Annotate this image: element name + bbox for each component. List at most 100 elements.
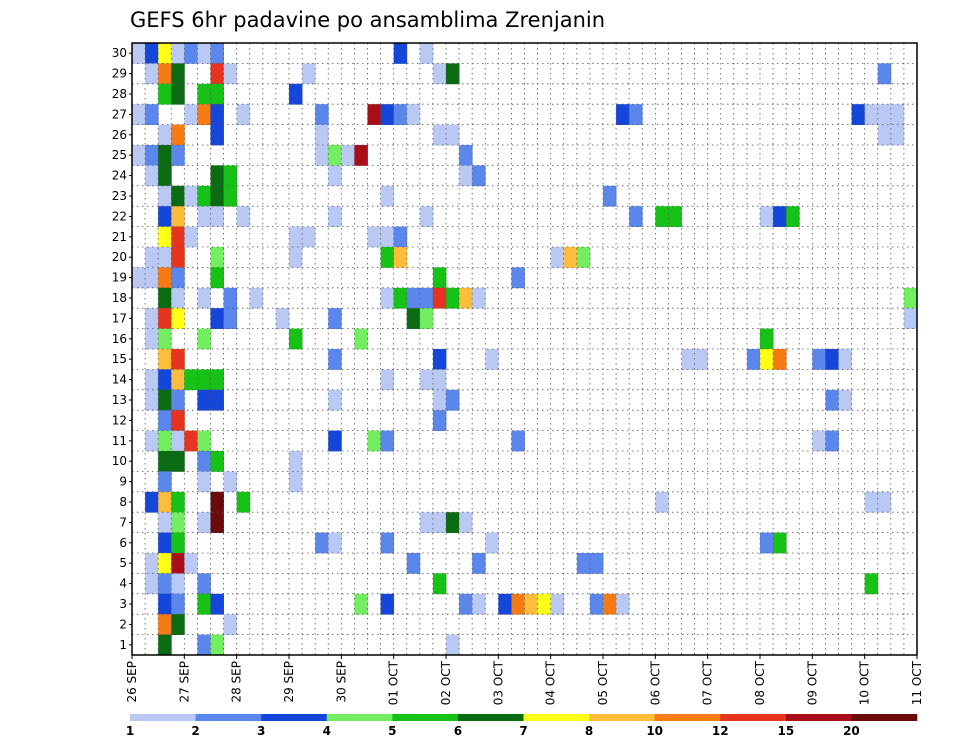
heatmap-cell [223, 471, 238, 493]
y-tick-label: 15 [112, 352, 127, 366]
heatmap-cell [302, 63, 316, 85]
heatmap-cell [171, 430, 185, 452]
heatmap-cell [158, 491, 172, 513]
heatmap-cell [877, 63, 892, 85]
x-axis: 26 SEP 27 SEP 28 SEP 29 SEP 30 SEP 01 OCT 02 O… [125, 655, 924, 705]
heatmap-cell [760, 349, 774, 370]
heatmap-cell [446, 389, 460, 411]
colorbar-label: 1 [126, 724, 134, 738]
heatmap-cell [773, 532, 787, 554]
heatmap-cell [158, 430, 172, 452]
heatmap-cell [576, 247, 591, 268]
heatmap-cell [171, 553, 185, 574]
heatmap-cell [171, 287, 185, 309]
y-tick-label: 20 [112, 250, 127, 264]
colorbar-label: 7 [519, 724, 527, 738]
heatmap-cell [511, 593, 525, 615]
heatmap-cell [315, 104, 329, 125]
heatmap-cell [406, 553, 421, 574]
x-tick-label: 02 OCT [439, 660, 453, 705]
heatmap-cell [328, 165, 342, 187]
heatmap-cell [184, 104, 198, 125]
heatmap-cell [158, 124, 172, 146]
colorbar-swatch [654, 714, 721, 721]
heatmap-cell [432, 287, 447, 309]
heatmap-cell [393, 287, 408, 309]
y-tick-label: 21 [112, 230, 127, 244]
x-tick-label: 11 OCT [910, 660, 924, 705]
y-tick-label: 17 [112, 311, 127, 325]
y-tick-label: 22 [112, 209, 127, 223]
heatmap-cell [576, 553, 591, 574]
heatmap-cell [132, 145, 146, 166]
colorbar-swatch [261, 714, 328, 721]
heatmap-cell [210, 124, 224, 146]
heatmap-cell [289, 247, 303, 268]
heatmap-cell [629, 206, 643, 227]
y-tick-label: 18 [112, 291, 127, 305]
heatmap-cell [354, 328, 368, 350]
heatmap-cell [210, 247, 224, 268]
colorbar-label: 8 [585, 724, 593, 738]
heatmap-cell [459, 165, 473, 187]
colorbar-swatch [851, 714, 918, 721]
heatmap-cell [419, 308, 434, 329]
heatmap-cell [903, 308, 918, 329]
heatmap-cell [171, 124, 185, 146]
y-tick-label: 23 [112, 189, 127, 203]
heatmap-cell [275, 308, 290, 329]
heatmap-cell [289, 328, 303, 350]
heatmap-cell [890, 104, 905, 125]
heatmap-cell [184, 43, 198, 64]
heatmap-cell [197, 634, 211, 656]
heatmap-cell [158, 63, 172, 85]
heatmap-cell [171, 308, 185, 329]
heatmap-cell [603, 593, 617, 615]
heatmap-cell [864, 104, 879, 125]
heatmap-cell [132, 43, 146, 64]
colorbar: 1 2 3 4 5 6 7 8 10 12 15 20 [126, 714, 918, 738]
y-tick-label: 4 [119, 577, 127, 591]
y-tick-label: 13 [112, 393, 127, 407]
heatmap-cell [184, 185, 198, 207]
heatmap-cell [197, 328, 211, 350]
heatmap-cell [171, 451, 185, 472]
heatmap-cell [223, 287, 238, 309]
heatmap-cell [158, 165, 172, 187]
heatmap-cell [184, 369, 198, 391]
heatmap-cell [432, 410, 447, 431]
heatmap-cell [354, 145, 368, 166]
heatmap-cell [432, 573, 447, 595]
heatmap-cell [145, 553, 159, 574]
heatmap-cell [380, 430, 395, 452]
y-tick-label: 1 [119, 638, 127, 652]
heatmap-cell [158, 226, 172, 248]
heatmap-cell [380, 226, 395, 248]
heatmap-cell [864, 573, 879, 595]
heatmap-cell [236, 491, 251, 513]
heatmap-cell [472, 593, 486, 615]
heatmap-cell [511, 430, 525, 452]
heatmap-cell [132, 267, 146, 289]
colorbar-swatch [589, 714, 655, 721]
heatmap-cell [197, 185, 211, 207]
heatmap-cell [197, 83, 211, 105]
heatmap-cell [158, 83, 172, 105]
heatmap-cell [171, 614, 185, 635]
y-tick-label: 19 [112, 271, 127, 285]
heatmap-cell [145, 491, 159, 513]
heatmap-cell [145, 165, 159, 187]
heatmap-cell [485, 532, 499, 554]
heatmap-cell [197, 451, 211, 472]
heatmap-cell [158, 43, 172, 64]
colorbar-label: 10 [646, 724, 663, 738]
colorbar-swatch [785, 714, 852, 721]
heatmap-cell [380, 104, 395, 125]
heatmap-cell [158, 532, 172, 554]
colorbar-swatch [130, 714, 196, 721]
heatmap-cell [432, 267, 447, 289]
heatmap-cell [328, 532, 342, 554]
heatmap-cell [197, 369, 211, 391]
x-tick-label: 09 OCT [805, 660, 819, 705]
heatmap-cell [145, 43, 159, 64]
